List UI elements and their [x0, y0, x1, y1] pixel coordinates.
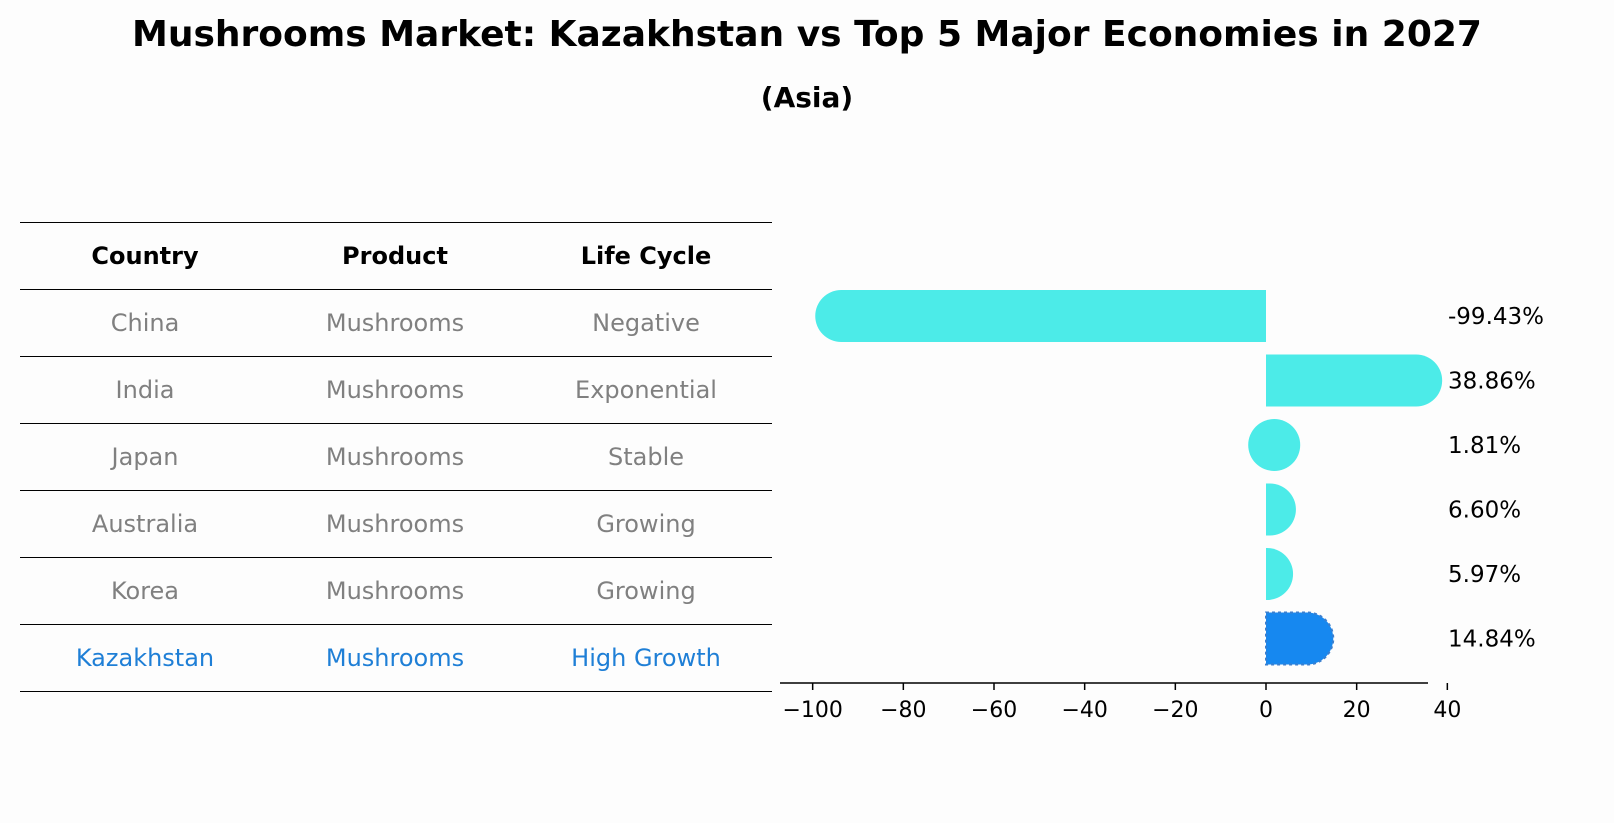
value-label: 14.84%	[1448, 627, 1536, 653]
header-country: Country	[91, 242, 199, 270]
x-tick-label: −40	[1061, 698, 1107, 723]
x-tick-label: −60	[971, 698, 1017, 723]
value-label: 6.60%	[1448, 498, 1521, 524]
bar-japan	[1248, 419, 1301, 471]
life-cycle-cell: Growing	[596, 510, 696, 538]
country-cell: India	[115, 376, 175, 404]
bar-korea	[1266, 548, 1294, 600]
chart-title: Mushrooms Market: Kazakhstan vs Top 5 Ma…	[132, 14, 1482, 55]
life-cycle-cell: Negative	[592, 309, 700, 337]
table-row: Japan Mushrooms Stable	[20, 423, 772, 490]
growth-bar-chart: -99.43% 38.86% 1.81% 6.60% 5.97% 14.84% −100 −8…	[780, 290, 1544, 723]
life-cycle-cell: Stable	[607, 443, 685, 471]
market-table: Country Product Life Cycle China Mushroo…	[20, 222, 772, 692]
x-tick-label: −80	[880, 698, 926, 723]
bar-china	[815, 290, 1266, 342]
x-tick-label: 20	[1343, 698, 1371, 723]
table-row: China Mushrooms Negative	[20, 289, 772, 356]
country-cell: China	[110, 309, 180, 337]
chart-subtitle: (Asia)	[760, 81, 854, 114]
x-tick-label: 0	[1259, 698, 1273, 723]
life-cycle-cell: High Growth	[571, 644, 721, 672]
table-row: Australia Mushrooms Growing	[20, 490, 772, 557]
life-cycle-cell: Exponential	[575, 376, 717, 404]
x-tick-label: 40	[1433, 698, 1461, 723]
country-cell: Kazakhstan	[75, 644, 215, 672]
country-cell: Korea	[110, 577, 180, 605]
value-label: 38.86%	[1448, 369, 1536, 395]
bar-australia	[1266, 483, 1296, 536]
product-cell: Mushrooms	[325, 443, 465, 471]
bar-india	[1266, 354, 1443, 407]
product-cell: Mushrooms	[325, 577, 465, 605]
table-row: Korea Mushrooms Growing	[20, 557, 772, 624]
value-label: 1.81%	[1448, 433, 1521, 459]
header-product: Product	[342, 242, 448, 270]
product-cell: Mushrooms	[325, 510, 465, 538]
header-life-cycle: Life Cycle	[580, 242, 712, 270]
country-cell: Australia	[91, 510, 199, 538]
value-label: 5.97%	[1448, 562, 1521, 588]
table-header-row: Country Product Life Cycle	[20, 222, 772, 289]
table-row: India Mushrooms Exponential	[20, 356, 772, 423]
product-cell: Mushrooms	[325, 644, 465, 672]
bar-kazakhstan	[1265, 611, 1335, 666]
product-cell: Mushrooms	[325, 376, 465, 404]
product-cell: Mushrooms	[325, 309, 465, 337]
table-row-highlight: Kazakhstan Mushrooms High Growth	[20, 624, 772, 692]
x-tick-label: −20	[1152, 698, 1198, 723]
country-cell: Japan	[111, 443, 179, 471]
life-cycle-cell: Growing	[596, 577, 696, 605]
x-tick-label: −100	[782, 698, 842, 723]
value-label: -99.43%	[1448, 304, 1544, 330]
